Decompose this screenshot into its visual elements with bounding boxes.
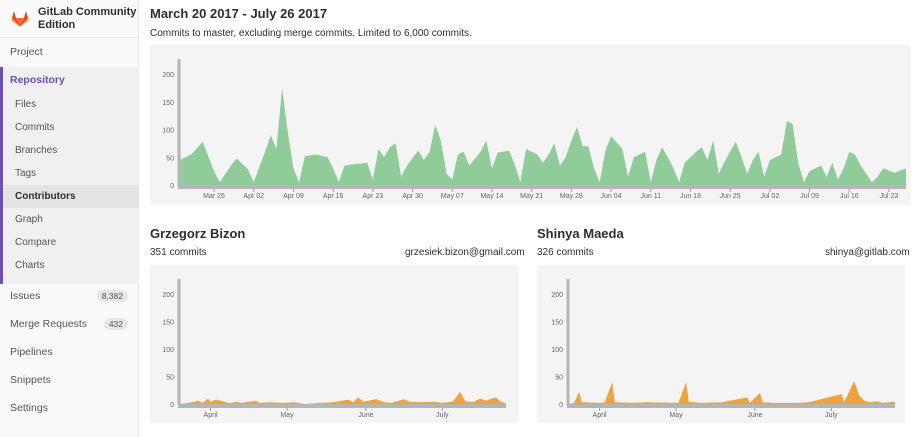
gitlab-logo-icon xyxy=(11,11,29,27)
contributor-chart-panel: 0 50 100 150 200 April May June July xyxy=(150,265,518,423)
series-area xyxy=(180,88,906,185)
nav-merge-requests[interactable]: Merge Requests xyxy=(10,318,88,330)
nav-issues[interactable]: Issues xyxy=(10,290,41,302)
contributor-name: Grzegorz Bizon xyxy=(150,226,246,241)
page-subtitle: Commits to master, excluding merge commi… xyxy=(150,28,472,39)
x-tick-label: May xyxy=(669,412,683,419)
sidebar-item-files[interactable]: Files xyxy=(15,99,37,110)
y-tick-label: 0 xyxy=(170,183,174,190)
y-tick-label: 150 xyxy=(162,100,174,107)
x-tick-label: May xyxy=(280,412,294,419)
series-area xyxy=(180,391,506,404)
x-tick-label: June xyxy=(358,412,373,419)
y-tick-label: 0 xyxy=(170,402,174,409)
issues-count-badge: 8,382 xyxy=(96,290,128,302)
x-tick-label: May 07 xyxy=(441,193,464,200)
project-name: GitLab Community Edition xyxy=(38,6,137,31)
contributor-commits: 351 commits xyxy=(150,247,207,258)
nav-snippets[interactable]: Snippets xyxy=(10,374,51,386)
nav-settings[interactable]: Settings xyxy=(10,402,48,414)
y-tick-label: 150 xyxy=(162,320,174,327)
x-tick-label: June xyxy=(747,412,762,419)
contributors-highlight xyxy=(3,185,139,208)
contributor-email[interactable]: grzesiek.bizon@gmail.com xyxy=(405,247,525,258)
contributor-area-chart: 0 50 100 150 200 April May June July xyxy=(551,279,895,419)
y-tick-label: 200 xyxy=(551,292,563,299)
x-tick-label: Jun 25 xyxy=(720,193,741,200)
x-tick-label: July xyxy=(436,412,449,419)
series-area xyxy=(569,380,895,404)
contributor-area-chart: 0 50 100 150 200 April May June July xyxy=(162,279,506,419)
x-tick-label: Jun 11 xyxy=(641,193,662,200)
x-tick-label: April xyxy=(593,412,607,419)
y-tick-label: 200 xyxy=(162,72,174,79)
y-tick-label: 50 xyxy=(166,155,174,162)
x-tick-label: July xyxy=(825,412,838,419)
contributor-email[interactable]: shinya@gitlab.com xyxy=(825,247,910,258)
y-tick-label: 100 xyxy=(162,347,174,354)
y-tick-label: 100 xyxy=(551,347,563,354)
nav-pipelines[interactable]: Pipelines xyxy=(10,346,53,358)
x-tick-label: April xyxy=(204,412,218,419)
x-tick-label: Apr 02 xyxy=(243,193,264,200)
y-tick-label: 200 xyxy=(162,292,174,299)
page-title: March 20 2017 - July 26 2017 xyxy=(150,6,328,21)
contributor-name: Shinya Maeda xyxy=(537,226,624,241)
x-tick-label: Jul 23 xyxy=(880,193,899,200)
y-tick-label: 50 xyxy=(555,375,563,382)
nav-project[interactable]: Project xyxy=(10,46,43,58)
sidebar-item-contributors[interactable]: Contributors xyxy=(15,191,76,202)
sidebar-item-graph[interactable]: Graph xyxy=(15,214,43,225)
sidebar-item-compare[interactable]: Compare xyxy=(15,237,57,248)
sidebar-item-tags[interactable]: Tags xyxy=(15,168,37,179)
y-tick-label: 0 xyxy=(559,402,563,409)
x-tick-label: Apr 23 xyxy=(363,193,384,200)
x-tick-label: Apr 30 xyxy=(402,193,423,200)
x-tick-label: Jun 04 xyxy=(601,193,622,200)
sidebar: GitLab Community Edition Project Reposit… xyxy=(0,0,139,437)
commits-area-chart: 0 50 100 150 200 Mar 26 Apr 02 Apr 09 Apr 16 Apr … xyxy=(162,59,906,200)
sidebar-item-branches[interactable]: Branches xyxy=(15,145,58,156)
merge-requests-count-badge: 432 xyxy=(103,318,128,330)
x-tick-label: Jul 16 xyxy=(840,193,859,200)
x-tick-label: Jul 02 xyxy=(761,193,780,200)
nav-repository[interactable]: Repository xyxy=(10,74,65,86)
x-tick-label: Jul 09 xyxy=(800,193,819,200)
y-tick-label: 150 xyxy=(551,320,563,327)
y-tick-label: 100 xyxy=(162,128,174,135)
sidebar-item-commits[interactable]: Commits xyxy=(15,122,55,133)
x-tick-label: May 28 xyxy=(560,193,583,200)
x-tick-label: Apr 16 xyxy=(323,193,344,200)
x-tick-label: May 14 xyxy=(480,193,503,200)
contributor-commits: 326 commits xyxy=(537,247,594,258)
x-tick-label: Jun 18 xyxy=(680,193,701,200)
x-tick-label: Apr 09 xyxy=(283,193,304,200)
contributor-chart-panel: 0 50 100 150 200 April May June July xyxy=(537,265,905,423)
x-tick-label: Mar 26 xyxy=(203,193,225,200)
x-tick-label: May 21 xyxy=(520,193,543,200)
repository-section: Repository Files Commits Branches Tags C… xyxy=(0,67,139,284)
sidebar-item-charts[interactable]: Charts xyxy=(15,260,45,271)
brand[interactable]: GitLab Community Edition xyxy=(0,0,138,38)
main-chart-panel: 0 50 100 150 200 Mar 26 Apr 02 Apr 09 Apr 16 Apr … xyxy=(150,45,910,205)
y-tick-label: 50 xyxy=(166,375,174,382)
